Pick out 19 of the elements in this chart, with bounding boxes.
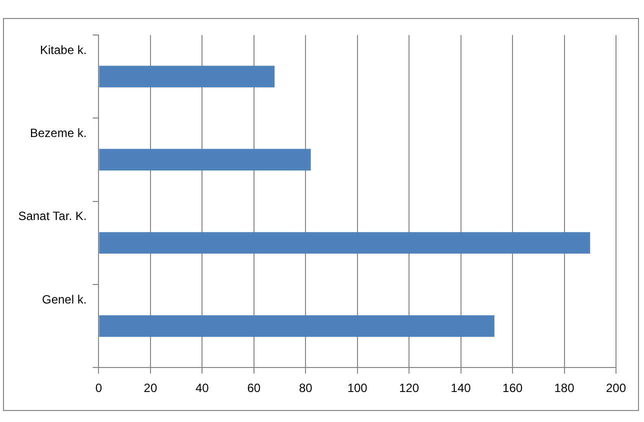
bar bbox=[99, 148, 311, 171]
x-tick-label: 20 bbox=[144, 381, 158, 396]
x-tick-label: 60 bbox=[247, 381, 261, 396]
x-tick-label: 200 bbox=[606, 381, 626, 396]
x-tick-label: 0 bbox=[95, 381, 102, 396]
bar bbox=[99, 315, 494, 337]
bar bbox=[99, 232, 590, 254]
x-tick-label: 160 bbox=[502, 381, 523, 396]
x-tick-label: 180 bbox=[554, 381, 575, 396]
y-tick-label: Bezeme k. bbox=[30, 126, 87, 140]
x-tick-label: 40 bbox=[195, 381, 210, 396]
x-tick-label: 140 bbox=[450, 381, 472, 396]
y-tick-label: Sanat Tar. K. bbox=[18, 209, 87, 224]
x-tick-label: 120 bbox=[399, 381, 420, 396]
y-tick-label: Genel k. bbox=[42, 292, 87, 306]
x-tick-label: 80 bbox=[298, 381, 313, 396]
bar bbox=[99, 66, 275, 88]
y-tick-label: Kitabe k. bbox=[40, 42, 87, 57]
x-tick-label: 100 bbox=[347, 381, 368, 396]
